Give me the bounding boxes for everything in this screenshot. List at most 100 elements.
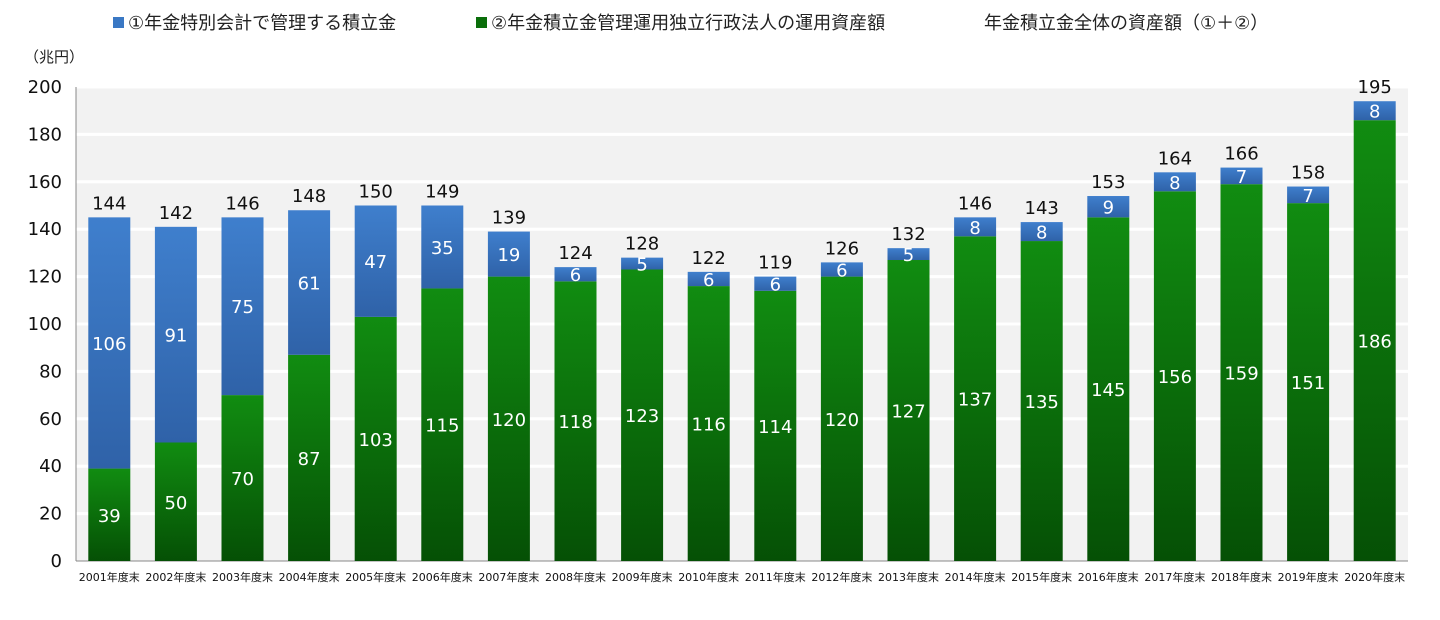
- data-label-total: 142: [159, 203, 193, 224]
- bar-gpif: [1153, 191, 1196, 561]
- legend-label-gpif: ②年金積立金管理運用独立行政法人の運用資産額: [491, 13, 885, 34]
- data-label-gpif: 135: [1025, 392, 1059, 413]
- x-tick-label: 2020年度末: [1344, 570, 1405, 584]
- bar-special-account: [88, 217, 131, 469]
- data-label-gpif: 186: [1358, 332, 1392, 353]
- bar-special-account: [354, 205, 397, 317]
- y-tick-label: 100: [28, 314, 62, 335]
- data-labels: 3910614450911427075146876114810347150115…: [92, 77, 1392, 527]
- data-label-total: 146: [958, 193, 992, 214]
- grid-band: [76, 324, 1408, 372]
- data-label-total: 143: [1025, 198, 1059, 219]
- bar-special-account: [1153, 172, 1196, 192]
- grid-band: [76, 466, 1408, 514]
- data-label-special-account: 61: [298, 274, 321, 295]
- y-axis-unit-label: （兆円）: [24, 48, 84, 66]
- x-tick-label: 2016年度末: [1078, 570, 1139, 584]
- y-axis: 0 20 40 60 80 100 120 140 160 180 200: [28, 77, 77, 572]
- data-label-special-account: 19: [497, 245, 520, 266]
- bar-special-account: [687, 271, 730, 287]
- bar-gpif: [820, 276, 863, 561]
- data-label-total: 146: [225, 193, 259, 214]
- bar-special-account: [1353, 101, 1396, 121]
- grid-band: [76, 181, 1408, 230]
- bar-special-account: [554, 267, 597, 282]
- legend: ①年金特別会計で管理する積立金 ②年金積立金管理運用独立行政法人の運用資産額 年…: [113, 13, 1268, 34]
- y-tick-label: 140: [28, 219, 62, 240]
- legend-label-total: 年金積立金全体の資産額（①＋②）: [984, 13, 1268, 34]
- data-label-total: 158: [1291, 163, 1325, 184]
- grid-band: [76, 229, 1408, 277]
- data-label-total: 150: [359, 182, 393, 203]
- bar-gpif: [621, 269, 664, 561]
- data-label-special-account: 91: [164, 326, 187, 347]
- data-label-gpif: 137: [958, 390, 992, 411]
- bar-special-account: [621, 257, 664, 270]
- bar-gpif: [354, 316, 397, 561]
- data-label-special-account: 8: [1169, 173, 1180, 194]
- y-tick-label: 160: [28, 172, 62, 193]
- data-label-gpif: 120: [492, 410, 526, 431]
- bar-special-account: [820, 262, 863, 277]
- data-label-total: 126: [825, 238, 859, 259]
- data-label-gpif: 123: [625, 406, 659, 427]
- grid-band: [76, 418, 1408, 467]
- x-tick-label: 2018年度末: [1211, 570, 1272, 584]
- legend-label-special-account: ①年金特別会計で管理する積立金: [128, 13, 396, 34]
- x-tick-label: 2017年度末: [1144, 570, 1205, 584]
- x-axis: 2001年度末 2002年度末 2003年度末 2004年度末 2005年度末 2006年…: [76, 560, 1408, 584]
- bars: [88, 101, 1396, 562]
- data-label-gpif: 39: [98, 506, 121, 527]
- x-tick-label: 2015年度末: [1011, 570, 1072, 584]
- x-tick-label: 2013年度末: [878, 570, 939, 584]
- x-tick-label: 2004年度末: [279, 570, 340, 584]
- bar-gpif: [88, 468, 131, 561]
- x-tick-label: 2007年度末: [478, 570, 539, 584]
- bar-gpif: [954, 236, 997, 561]
- data-label-total: 122: [692, 248, 726, 269]
- data-label-special-account: 106: [92, 334, 126, 355]
- data-label-special-account: 5: [903, 245, 914, 266]
- data-label-total: 166: [1224, 144, 1258, 165]
- data-label-gpif: 50: [164, 493, 187, 514]
- data-label-gpif: 156: [1158, 367, 1192, 388]
- data-label-total: 132: [891, 224, 925, 245]
- bar-gpif: [1220, 184, 1263, 562]
- data-label-gpif: 70: [231, 469, 254, 490]
- bar-special-account: [1020, 222, 1063, 242]
- data-label-total: 144: [92, 193, 126, 214]
- data-label-special-account: 6: [770, 275, 781, 296]
- data-label-total: 139: [492, 208, 526, 229]
- bar-special-account: [1287, 186, 1330, 204]
- x-tick-label: 2019年度末: [1278, 570, 1339, 584]
- bar-gpif: [1087, 217, 1130, 561]
- x-tick-label: 2006年度末: [412, 570, 473, 584]
- bar-gpif: [1353, 120, 1396, 562]
- data-label-special-account: 9: [1103, 198, 1114, 219]
- grid-band: [76, 371, 1408, 419]
- data-label-total: 153: [1091, 172, 1125, 193]
- x-tick-label: 2009年度末: [612, 570, 673, 584]
- y-tick-label: 0: [51, 551, 62, 572]
- bar-special-account: [221, 217, 264, 396]
- plot-area: [76, 85, 1408, 561]
- bar-special-account: [954, 217, 997, 237]
- bar-special-account: [1087, 196, 1130, 218]
- x-tick-label: 2012年度末: [811, 570, 872, 584]
- grid-band: [76, 276, 1408, 324]
- bar-gpif: [754, 290, 797, 561]
- bar-gpif: [221, 395, 264, 561]
- data-label-total: 195: [1358, 77, 1392, 98]
- bar-special-account: [288, 210, 331, 355]
- x-tick-label: 2014年度末: [945, 570, 1006, 584]
- data-label-special-account: 7: [1302, 186, 1313, 207]
- data-label-gpif: 116: [692, 415, 726, 436]
- data-label-gpif: 151: [1291, 373, 1325, 394]
- x-tick-label: 2001年度末: [79, 570, 140, 584]
- bar-gpif: [687, 286, 730, 561]
- bar-special-account: [754, 276, 797, 291]
- y-tick-label: 200: [28, 77, 62, 98]
- x-tick-label: 2003年度末: [212, 570, 273, 584]
- data-label-gpif: 145: [1091, 380, 1125, 401]
- bar-gpif: [887, 260, 930, 561]
